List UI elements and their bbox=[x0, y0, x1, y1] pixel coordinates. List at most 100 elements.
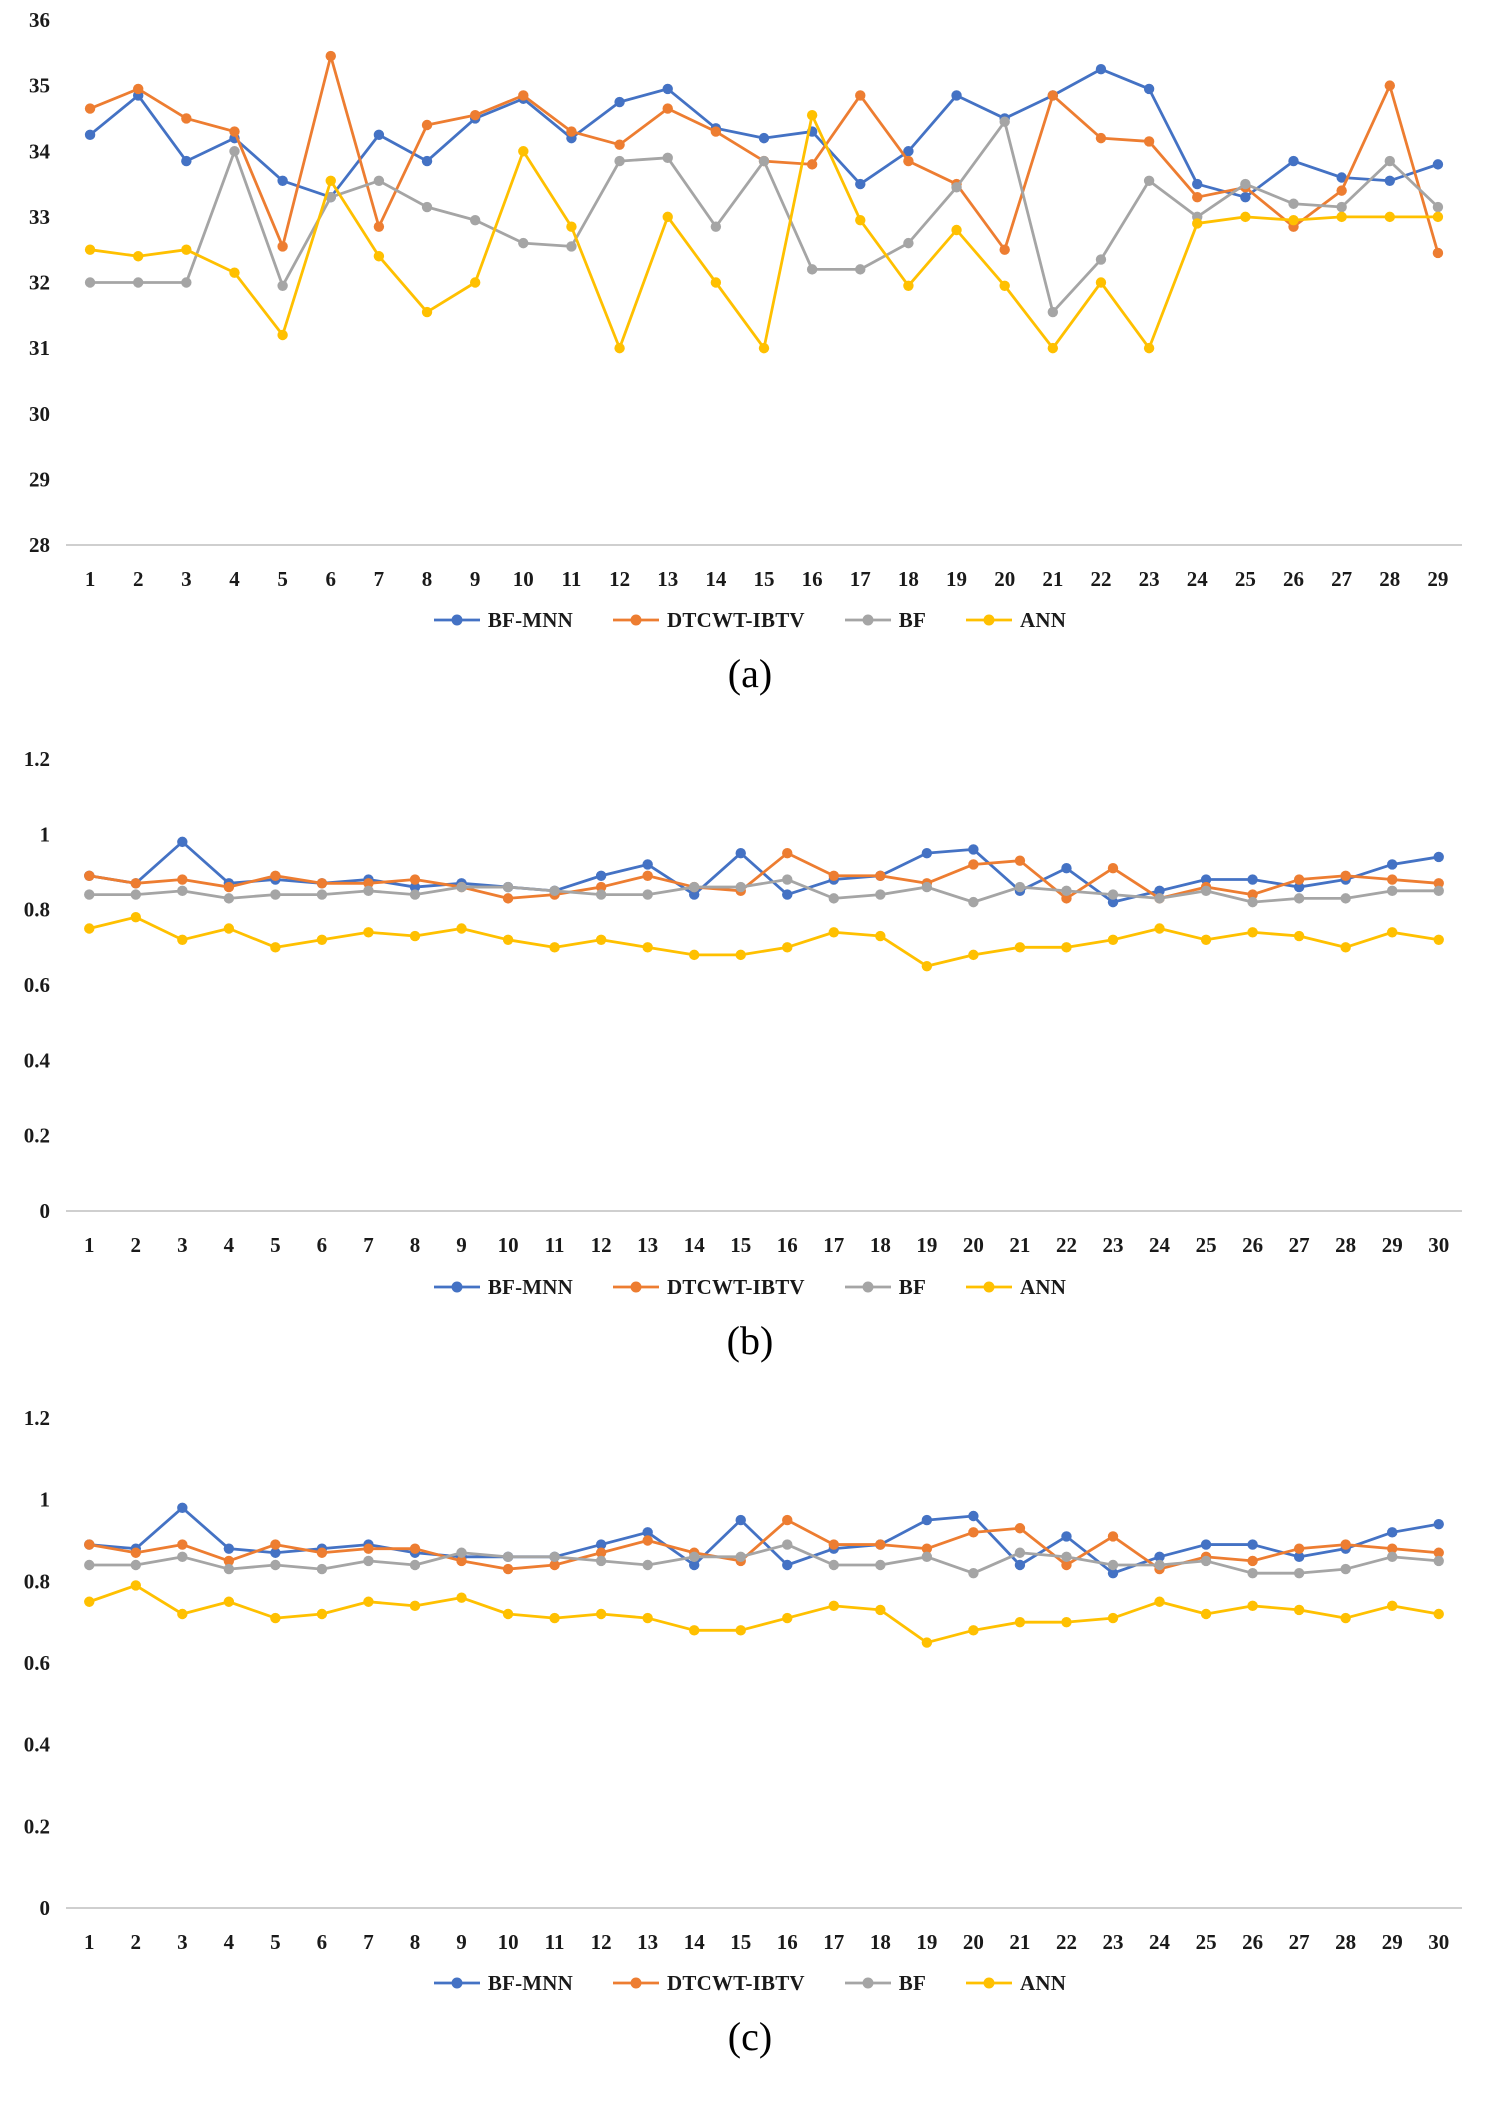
x-tick-label: 17 bbox=[850, 567, 871, 591]
chart-c-plot: 00.20.40.60.811.21 2 3 4 5 6 7 8 9 10 11 12 13 14 15 16… bbox=[24, 1406, 1462, 1954]
x-tick-label: 3 bbox=[177, 1930, 188, 1954]
legend-marker-icon bbox=[844, 614, 891, 626]
y-tick-label: 0 bbox=[40, 1199, 51, 1223]
legend-item-bf-mnn: BF-MNN bbox=[433, 608, 573, 633]
x-tick-label: 6 bbox=[317, 1233, 328, 1257]
series-markers-ann bbox=[84, 912, 1444, 972]
x-tick-label: 18 bbox=[898, 567, 919, 591]
series-markers-dtcwt-ibtv bbox=[84, 847, 1444, 904]
x-tick-label: 1 bbox=[84, 1930, 95, 1954]
chart-a-legend: BF-MNN DTCWT-IBTV BF ANN bbox=[0, 600, 1500, 640]
figure: 28 29 30 31 32 33 34 35 36 1 2 3 4 5 6 7 8 9 10 11 12 13 14 15 1… bbox=[0, 8, 1500, 2074]
legend-marker-icon bbox=[613, 614, 660, 626]
x-tick-label: 12 bbox=[591, 1930, 612, 1954]
legend-item-dtcwt-ibtv: DTCWT-IBTV bbox=[613, 608, 805, 633]
x-tick-label: 24 bbox=[1149, 1930, 1171, 1954]
x-tick-label: 24 bbox=[1187, 567, 1209, 591]
x-tick-label: 15 bbox=[754, 567, 775, 591]
y-tick-label: 0.2 bbox=[24, 1814, 50, 1838]
x-tick-label: 7 bbox=[363, 1930, 374, 1954]
x-tick-label: 22 bbox=[1090, 567, 1111, 591]
series-markers-bf bbox=[84, 874, 1444, 908]
y-tick-label: 31 bbox=[29, 336, 50, 360]
x-tick-label: 21 bbox=[1009, 1233, 1030, 1257]
x-tick-label: 10 bbox=[513, 567, 534, 591]
x-tick-label: 9 bbox=[456, 1930, 467, 1954]
x-tick-label: 30 bbox=[1428, 1930, 1449, 1954]
x-tick-label: 28 bbox=[1335, 1233, 1356, 1257]
x-tick-label: 22 bbox=[1056, 1930, 1077, 1954]
series-line-dtcwt-ibtv bbox=[87, 851, 1441, 900]
x-tick-label: 5 bbox=[270, 1930, 281, 1954]
y-tick-label: 36 bbox=[29, 8, 50, 32]
series-markers-dtcwt-ibtv bbox=[84, 1514, 1444, 1575]
x-tick-label: 5 bbox=[277, 567, 288, 591]
y-tick-label: 33 bbox=[29, 205, 50, 229]
x-tick-label: 19 bbox=[946, 567, 967, 591]
series-line-dtcwt-ibtv bbox=[87, 1518, 1441, 1571]
series-line-dtcwt-ibtv bbox=[88, 54, 1440, 255]
x-tick-label: 13 bbox=[657, 567, 678, 591]
x-tick-label: 23 bbox=[1139, 567, 1160, 591]
x-tick-label: 21 bbox=[1009, 1930, 1030, 1954]
x-tick-label: 18 bbox=[870, 1930, 891, 1954]
legend-label: ANN bbox=[1020, 1970, 1067, 1995]
x-tick-label: 25 bbox=[1196, 1233, 1217, 1257]
series-line-bf bbox=[87, 1543, 1441, 1575]
y-tick-label: 34 bbox=[29, 139, 51, 163]
legend-marker-icon bbox=[844, 1977, 891, 1989]
chart-b-caption: (b) bbox=[726, 1318, 774, 1363]
x-tick-label: 7 bbox=[374, 567, 385, 591]
x-tick-label: 27 bbox=[1331, 567, 1352, 591]
legend-label: BF-MNN bbox=[487, 1274, 574, 1299]
x-tick-label: 11 bbox=[545, 1233, 565, 1257]
x-tick-label: 26 bbox=[1283, 567, 1304, 591]
x-tick-label: 29 bbox=[1382, 1930, 1403, 1954]
legend-label: BF bbox=[898, 607, 927, 632]
legend-marker-icon bbox=[966, 614, 1013, 626]
x-tick-label: 8 bbox=[410, 1233, 421, 1257]
x-tick-label: 9 bbox=[470, 567, 481, 591]
legend-item-bf-mnn: BF-MNN bbox=[433, 1274, 574, 1300]
legend-marker-icon bbox=[613, 1281, 660, 1293]
chart-c-legend: BF-MNN DTCWT-IBTV BF ANN bbox=[0, 1963, 1500, 2003]
legend-label: DTCWT-IBTV bbox=[667, 1970, 805, 1995]
legend-marker-icon bbox=[433, 614, 480, 626]
x-tick-label: 9 bbox=[456, 1233, 467, 1257]
legend-marker-icon bbox=[433, 1977, 480, 1989]
legend-label: DTCWT-IBTV bbox=[667, 607, 805, 632]
chart-b-legend: BF-MNN DTCWT-IBTV BF ANN bbox=[0, 1267, 1500, 1307]
chart-section-c: 0 0.2 0.4 0.6 0.8 1 1.2 1 2 3 4 5 6 7 8 9 10 11 12 13 14 15 16… bbox=[0, 1378, 1500, 2074]
y-tick-label: 30 bbox=[29, 402, 50, 426]
x-tick-label: 19 bbox=[916, 1233, 937, 1257]
y-tick-label: 28 bbox=[29, 533, 50, 557]
x-tick-label: 17 bbox=[823, 1233, 844, 1257]
legend-label: BF bbox=[898, 1970, 927, 1995]
x-tick-label: 16 bbox=[802, 567, 823, 591]
x-tick-label: 6 bbox=[326, 567, 337, 591]
legend-label: ANN bbox=[1020, 1274, 1067, 1299]
x-tick-label: 14 bbox=[684, 1930, 706, 1954]
legend-marker-icon bbox=[966, 1281, 1013, 1293]
x-tick-label: 28 bbox=[1379, 567, 1400, 591]
chart-section-b: 0 0.2 0.4 0.6 0.8 1 1.2 1 2 3 4 5 6 7 8 9 10 11 12 13 14 15 16… bbox=[0, 711, 1500, 1378]
y-tick-label: 0.4 bbox=[24, 1048, 51, 1072]
y-tick-label: 32 bbox=[29, 271, 50, 295]
x-tick-label: 10 bbox=[498, 1930, 519, 1954]
y-tick-label: 0.6 bbox=[24, 1651, 50, 1675]
x-tick-label: 3 bbox=[177, 1233, 188, 1257]
legend-item-dtcwt-ibtv: DTCWT-IBTV bbox=[613, 1971, 805, 1996]
x-tick-label: 13 bbox=[637, 1233, 658, 1257]
x-tick-label: 25 bbox=[1196, 1930, 1217, 1954]
y-tick-label: 0 bbox=[40, 1896, 51, 1920]
y-tick-label: 1 bbox=[40, 1488, 51, 1512]
x-tick-label: 10 bbox=[498, 1233, 519, 1257]
series-line-bf bbox=[87, 878, 1441, 904]
x-tick-label: 29 bbox=[1427, 567, 1448, 591]
x-tick-label: 11 bbox=[545, 1930, 565, 1954]
x-tick-label: 15 bbox=[730, 1930, 751, 1954]
legend-item-bf: BF bbox=[844, 607, 927, 633]
x-tick-label: 19 bbox=[916, 1930, 937, 1954]
series-line-ann bbox=[87, 915, 1441, 968]
